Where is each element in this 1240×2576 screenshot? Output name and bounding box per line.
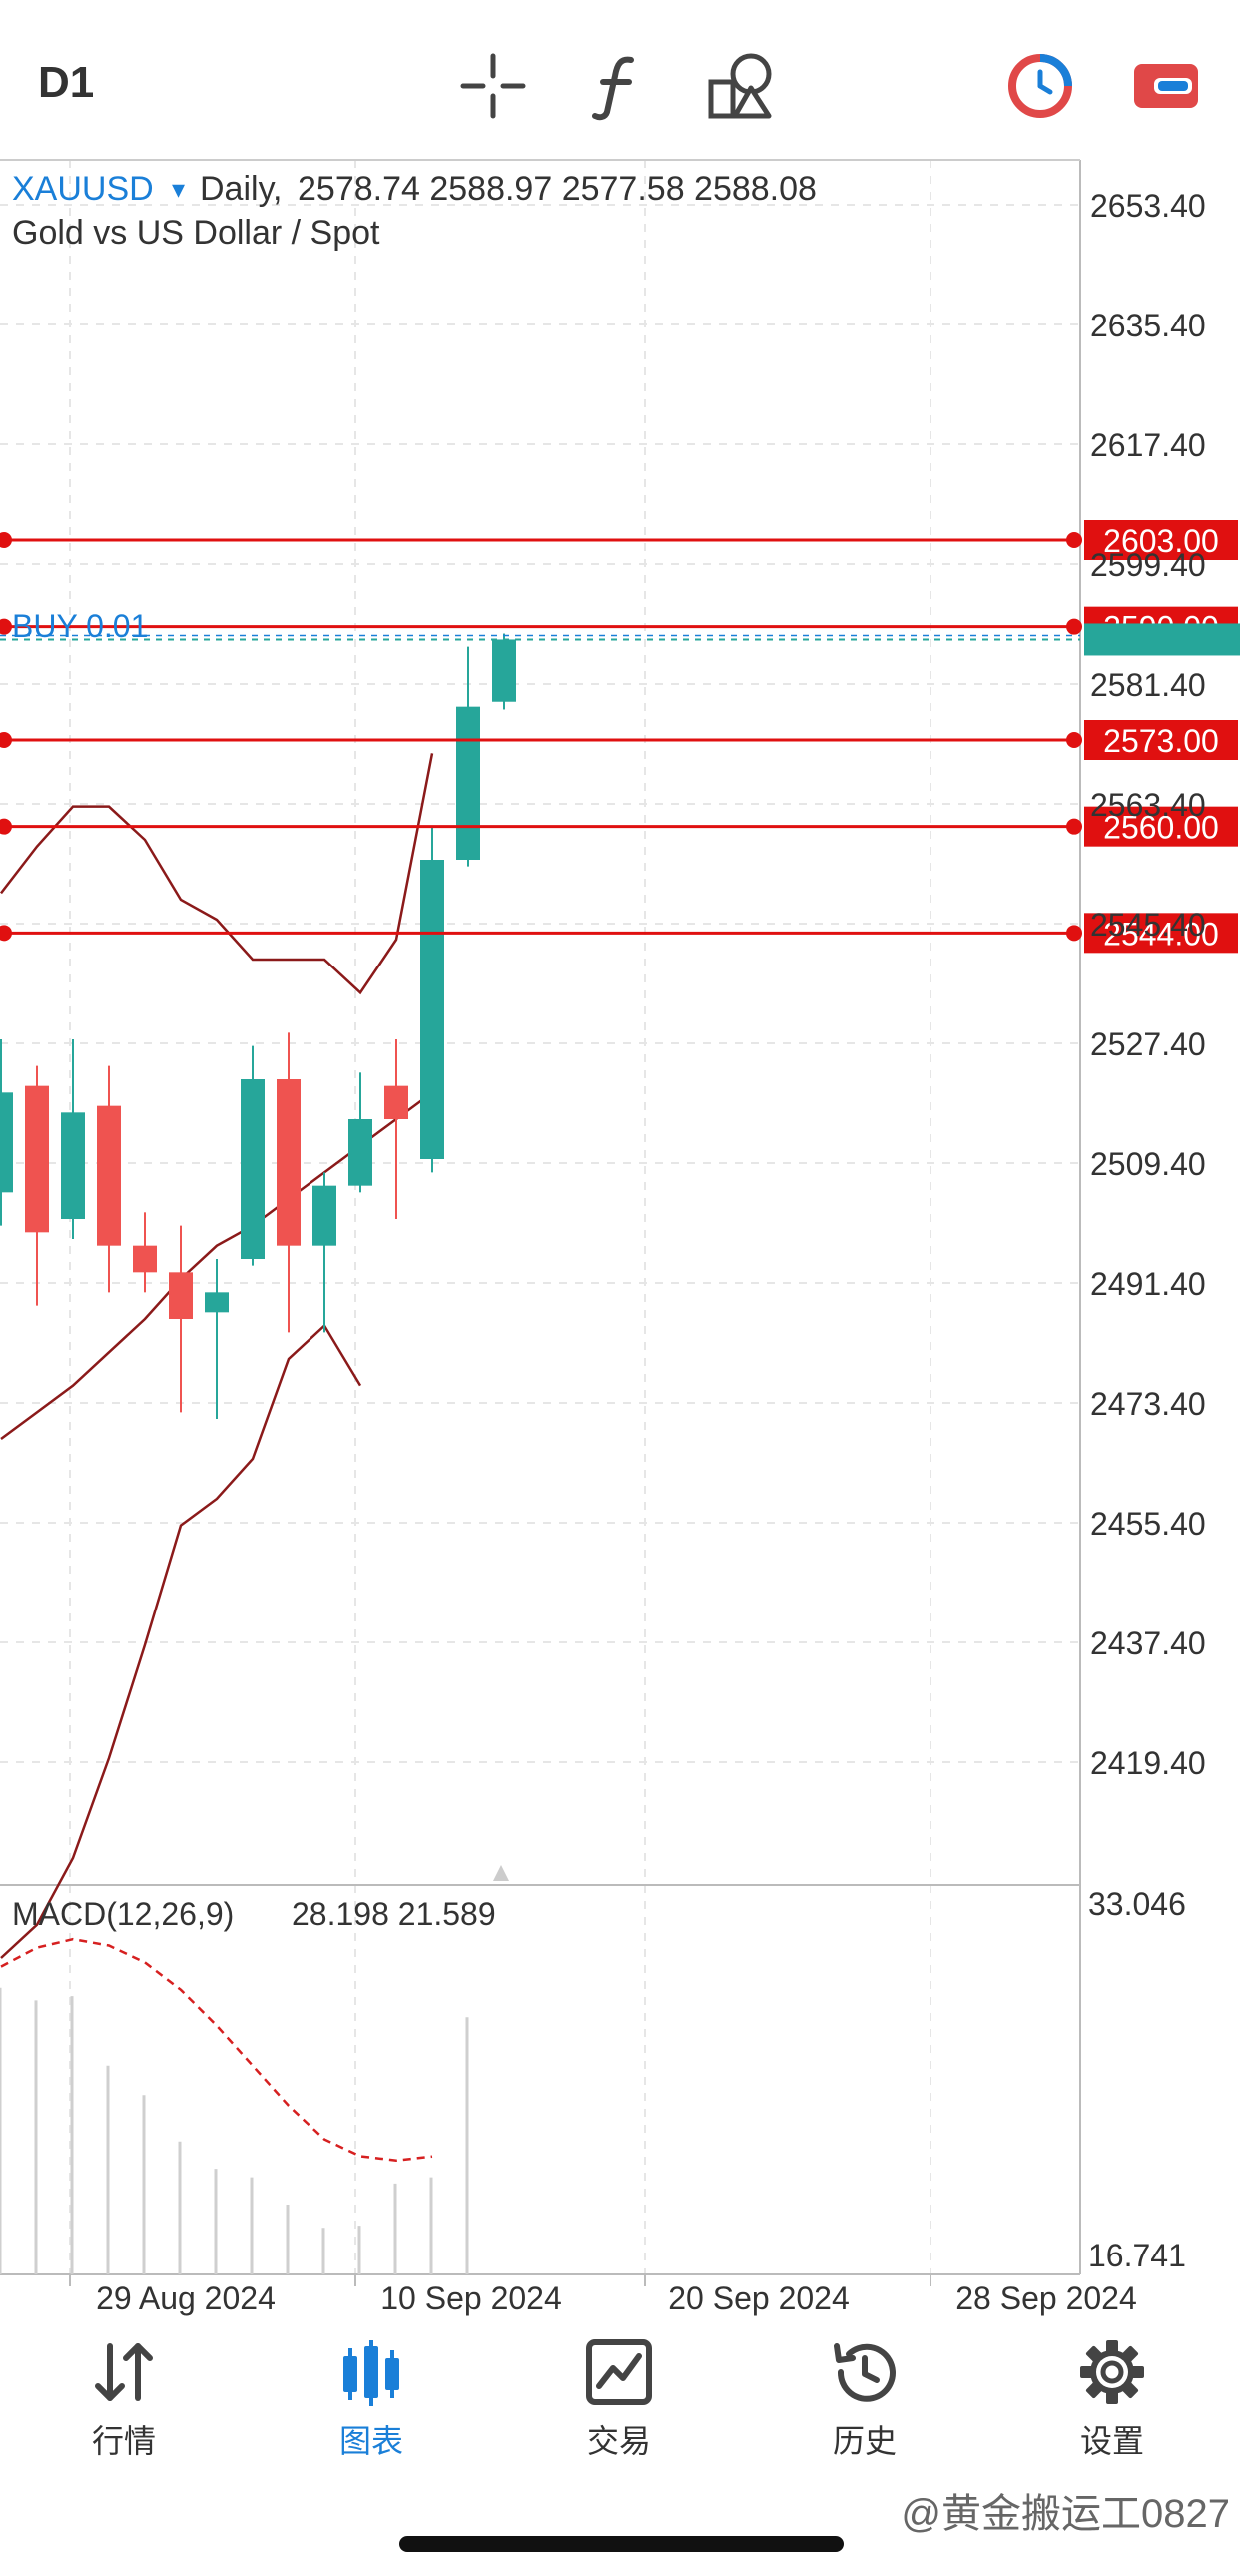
price-axis-label: 2545.40 xyxy=(1090,907,1206,943)
macd-label: MACD(12,26,9) xyxy=(12,1896,234,1932)
quotes-arrows-icon xyxy=(95,2343,153,2401)
macd-values: 28.198 21.589 xyxy=(292,1896,496,1932)
price-axis-label: 2419.40 xyxy=(1090,1745,1206,1781)
nav-chart[interactable]: 图表 xyxy=(292,2336,451,2462)
chart-candles-icon xyxy=(343,2340,399,2406)
price-axis-label: 2599.40 xyxy=(1090,547,1206,583)
timer-icon[interactable] xyxy=(1004,50,1076,122)
nav-history[interactable]: 历史 xyxy=(785,2336,944,2462)
time-label-3: 20 Sep 2024 xyxy=(668,2280,850,2316)
nav-label-quotes: 行情 xyxy=(91,2423,156,2459)
nav-label-trade: 交易 xyxy=(586,2423,651,2459)
history-clock-icon xyxy=(834,2343,896,2402)
level-handle-left xyxy=(0,732,12,748)
price-axis-label: 2509.40 xyxy=(1090,1146,1206,1182)
price-axis-label: 2527.40 xyxy=(1090,1026,1206,1062)
level-tag xyxy=(1084,720,1238,760)
time-label-2: 10 Sep 2024 xyxy=(380,2280,562,2316)
chart-background xyxy=(0,160,1080,2274)
level-tag xyxy=(1084,520,1238,560)
nav-settings[interactable]: 设置 xyxy=(1032,2336,1192,2462)
macd-signal-line xyxy=(0,1937,433,2162)
indicator-f-icon[interactable] xyxy=(583,50,655,122)
price-axis-label: 2635.40 xyxy=(1090,308,1206,343)
candle-body xyxy=(241,1079,265,1259)
level-tag-label: 2560.00 xyxy=(1103,810,1219,846)
level-handle-left xyxy=(0,818,12,835)
candle-body xyxy=(61,1112,85,1219)
level-tag-label: 2544.00 xyxy=(1103,916,1219,952)
price-axis-label: 2491.40 xyxy=(1090,1266,1206,1302)
price-axis-label: 2473.40 xyxy=(1090,1386,1206,1422)
price-axis-label: 2581.40 xyxy=(1090,667,1206,703)
level-tag xyxy=(1084,806,1238,847)
candle-body xyxy=(420,860,444,1159)
candle-body xyxy=(456,706,480,860)
level-handle-right xyxy=(1066,818,1082,835)
level-tag-label: 2573.00 xyxy=(1103,723,1219,759)
symbol-period: Daily, xyxy=(200,170,283,208)
level-handle-left xyxy=(0,618,12,635)
macd-axis-max: 33.046 xyxy=(1088,1886,1186,1922)
price-axis: 2653.40 2635.40 2617.40 2599.40 2581.40 2563.… xyxy=(1084,188,1240,1781)
candle-body xyxy=(277,1079,301,1246)
candlesticks xyxy=(0,633,1080,1881)
level-tag-label: 2603.00 xyxy=(1103,523,1219,559)
candle-body xyxy=(25,1085,49,1233)
current-price-tag xyxy=(1084,623,1240,656)
top-toolbar: D1 xyxy=(0,0,1240,160)
nav-trade[interactable]: 交易 xyxy=(539,2336,699,2462)
account-icon[interactable] xyxy=(1130,50,1202,122)
macd-indicator xyxy=(0,1937,469,2274)
candle-body xyxy=(0,1092,13,1193)
time-label-1: 29 Aug 2024 xyxy=(96,2280,276,2316)
symbol-dropdown-icon[interactable]: ▾ xyxy=(172,174,185,204)
objects-icon[interactable] xyxy=(707,50,779,122)
time-label-4: 28 Sep 2024 xyxy=(955,2280,1137,2316)
price-axis-label: 2437.40 xyxy=(1090,1625,1206,1661)
nav-label-chart: 图表 xyxy=(338,2423,403,2459)
macd-axis-min: 16.741 xyxy=(1088,2238,1186,2273)
price-axis-label: 2653.40 xyxy=(1090,188,1206,224)
symbol-name[interactable]: XAUUSD xyxy=(12,170,154,208)
trade-chart-icon xyxy=(586,2339,652,2405)
level-tag xyxy=(1084,913,1238,954)
home-indicator xyxy=(399,2536,844,2552)
chart-grid xyxy=(0,159,1081,2286)
level-handle-right xyxy=(1066,532,1082,548)
watermark: @黄金搬运工0827 xyxy=(901,2492,1230,2536)
level-handle-left xyxy=(0,532,12,548)
nav-label-settings: 设置 xyxy=(1079,2423,1144,2459)
candle-body xyxy=(97,1105,121,1246)
price-axis-label: 2617.40 xyxy=(1090,427,1206,463)
candle-body xyxy=(492,639,516,702)
symbol-ohlc: 2578.74 2588.97 2577.58 2588.08 xyxy=(298,170,817,208)
level-handle-right xyxy=(1066,925,1082,942)
bollinger-upper-line xyxy=(0,753,434,995)
level-handle-right xyxy=(1066,618,1082,635)
future-marker xyxy=(493,1865,509,1881)
timeframe-button[interactable]: D1 xyxy=(38,58,95,107)
order-label[interactable]: BUY 0.01 xyxy=(12,608,148,644)
bollinger-lower-line xyxy=(0,1323,362,1959)
level-handle-left xyxy=(0,925,12,942)
price-axis-label: 2455.40 xyxy=(1090,1506,1206,1542)
price-axis-label: 2563.40 xyxy=(1090,787,1206,823)
nav-quotes[interactable]: 行情 xyxy=(44,2336,204,2462)
candle-body xyxy=(384,1085,408,1119)
candle-body xyxy=(205,1292,229,1313)
crosshair-icon[interactable] xyxy=(457,50,529,122)
settings-gear-icon xyxy=(1080,2340,1144,2404)
symbol-description: Gold vs US Dollar / Spot xyxy=(12,214,380,252)
candle-body xyxy=(169,1272,193,1319)
candle-body xyxy=(348,1119,372,1186)
candle-body xyxy=(133,1245,157,1273)
level-handle-right xyxy=(1066,732,1082,748)
nav-label-history: 历史 xyxy=(832,2423,897,2459)
candle-body xyxy=(312,1185,336,1246)
